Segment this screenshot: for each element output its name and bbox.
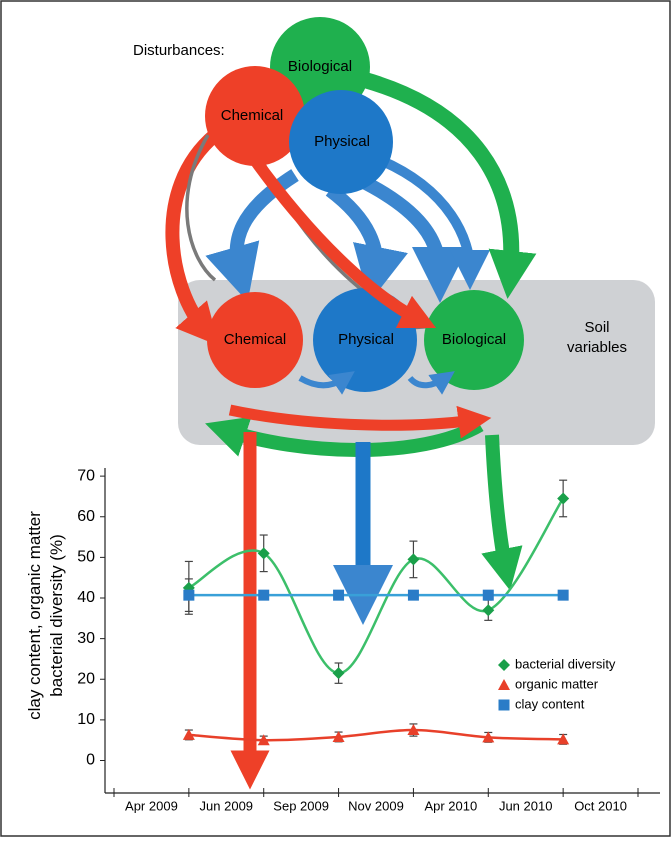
- legend-marker: [498, 679, 510, 690]
- data-point: [482, 589, 494, 601]
- y-tick-label: 10: [77, 711, 95, 728]
- arrow: [407, 371, 455, 395]
- y-tick-label: 30: [77, 630, 95, 647]
- data-point: [182, 728, 195, 740]
- x-tick-label: Nov 2009: [348, 798, 404, 813]
- data-point: [482, 604, 495, 617]
- y-tick-label: 70: [77, 467, 95, 484]
- y-tick-label: 40: [77, 589, 95, 606]
- arrow: [250, 156, 437, 329]
- x-tick-label: Oct 2010: [574, 798, 627, 813]
- y-tick-label: 60: [77, 508, 95, 525]
- node-label: Physical: [314, 133, 370, 150]
- arrow: [362, 72, 537, 299]
- node-label: Biological: [442, 331, 506, 348]
- arrow: [165, 129, 220, 346]
- node: [205, 66, 305, 166]
- arrow: [325, 184, 408, 303]
- node-label: Chemical: [224, 331, 287, 348]
- data-point: [407, 553, 420, 566]
- data-point: [257, 547, 270, 560]
- x-tick-label: Jun 2010: [499, 798, 553, 813]
- data-point: [258, 589, 270, 601]
- legend-label: bacterial diversity: [515, 656, 616, 671]
- arrow: [228, 404, 492, 439]
- data-point: [557, 733, 570, 745]
- y-tick-label: 20: [77, 670, 95, 687]
- soil-label: variables: [567, 339, 627, 356]
- x-tick-label: Jun 2009: [200, 798, 254, 813]
- legend-marker: [498, 659, 510, 671]
- y-tick-label: 0: [86, 752, 95, 769]
- y-axis-label: bacterial diversity (%): [47, 534, 66, 697]
- legend-marker: [498, 699, 510, 711]
- soil-label: Soil: [584, 319, 609, 336]
- data-point: [257, 734, 270, 746]
- data-point: [332, 730, 345, 742]
- legend-label: clay content: [515, 696, 585, 711]
- arrow: [356, 173, 468, 303]
- data-point: [183, 589, 195, 601]
- arrow: [298, 371, 355, 395]
- node-label: Chemical: [221, 107, 284, 124]
- y-axis-label: clay content, organic matter: [25, 511, 44, 720]
- disturbances-label: Disturbances:: [133, 42, 225, 59]
- data-point: [557, 492, 570, 505]
- data-point: [557, 589, 569, 601]
- x-tick-label: Sep 2009: [273, 798, 329, 813]
- data-point: [407, 589, 419, 601]
- node-label: Biological: [288, 58, 352, 75]
- data-point: [482, 731, 495, 743]
- y-tick-label: 50: [77, 549, 95, 566]
- legend-label: organic matter: [515, 676, 599, 691]
- node: [207, 292, 303, 388]
- arrow: [481, 434, 523, 591]
- arrow: [378, 155, 490, 290]
- chart: 0 10 20 30 40 50 60 70 Apr 2009 Jun 2009 Sep 2009 N…: [25, 467, 660, 813]
- data-point: [407, 724, 420, 736]
- node: [424, 290, 524, 390]
- node: [313, 288, 417, 392]
- x-tick-label: Apr 2010: [424, 798, 477, 813]
- node: [289, 90, 393, 194]
- data-point: [333, 589, 345, 601]
- data-point: [332, 667, 345, 680]
- arrow: [205, 169, 299, 302]
- x-tick-label: Apr 2009: [125, 798, 178, 813]
- node-label: Physical: [338, 331, 394, 348]
- series-line: [188, 728, 564, 742]
